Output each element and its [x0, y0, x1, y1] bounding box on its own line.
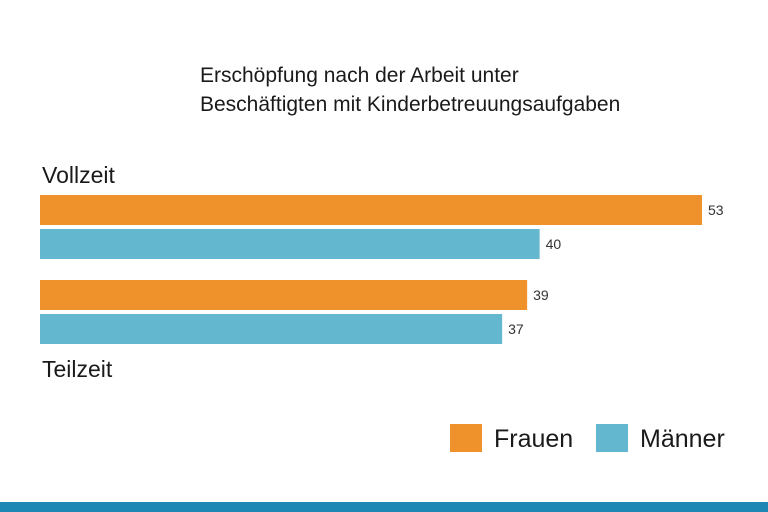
bar-teilzeit-1 — [40, 314, 503, 344]
category-label-vollzeit: Vollzeit — [42, 162, 115, 188]
chart-title-line-2: Beschäftigten mit Kinderbetreuungsaufgab… — [200, 93, 620, 116]
bar-vollzeit-0 — [40, 195, 702, 225]
legend: Frauen Männer — [450, 424, 725, 453]
value-label-vollzeit-1: 40 — [546, 236, 562, 252]
value-label-teilzeit-1: 37 — [508, 321, 524, 337]
legend-label-maenner: Männer — [640, 425, 725, 453]
bar-vollzeit-1 — [40, 229, 540, 259]
value-label-teilzeit-0: 39 — [533, 287, 549, 303]
footer-bar — [0, 502, 768, 512]
bar-teilzeit-0 — [40, 280, 528, 310]
chart-title-line-1: Erschöpfung nach der Arbeit unter — [200, 64, 519, 87]
legend-swatch-frauen — [450, 424, 482, 452]
category-label-teilzeit: Teilzeit — [42, 356, 113, 382]
bars-group: 53 40 39 37 — [40, 195, 724, 344]
legend-label-frauen: Frauen — [494, 425, 573, 453]
value-label-vollzeit-0: 53 — [708, 202, 724, 218]
legend-swatch-maenner — [596, 424, 628, 452]
